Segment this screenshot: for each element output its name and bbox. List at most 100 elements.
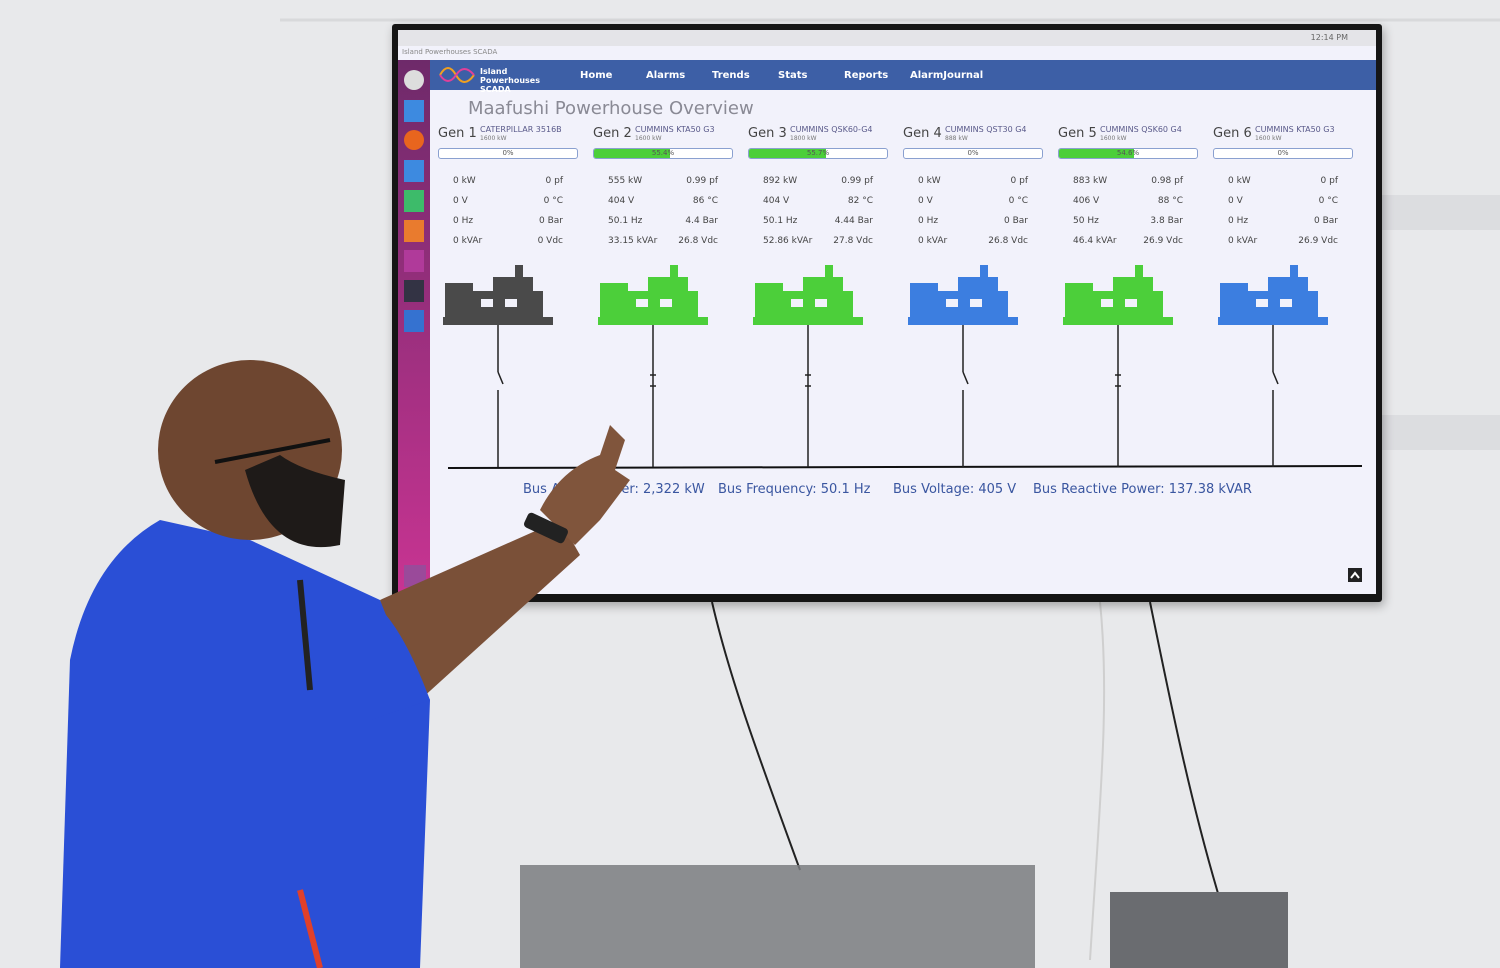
generator-icon (908, 265, 1018, 325)
page-title: Maafushi Powerhouse Overview (468, 98, 754, 119)
generator-name: Gen 4 (903, 126, 942, 141)
nav-item[interactable]: Alarms (646, 70, 686, 81)
generator-model: CUMMINS KTA50 G3 (1255, 125, 1335, 134)
icon-hole (815, 299, 827, 307)
reading: 404 V (608, 196, 635, 206)
icon-body (670, 265, 678, 279)
icon-hole (481, 299, 493, 307)
nav-item[interactable]: Reports (844, 70, 889, 81)
load-bar: 55.7% (748, 148, 888, 159)
reading: 555 kW (608, 176, 643, 186)
generator-rating: 1600 kW (1100, 135, 1127, 142)
reading: 26.9 Vdc (1298, 236, 1338, 246)
generator-rating: 888 kW (945, 135, 968, 142)
load-bar: 0% (1213, 148, 1353, 159)
generator-name: Gen 5 (1058, 126, 1097, 141)
dock-icon[interactable] (404, 190, 424, 212)
icon-body (515, 265, 523, 279)
cable (1089, 601, 1106, 961)
generator-model: CUMMINS QST30 G4 (945, 125, 1027, 134)
dock-icon[interactable] (404, 160, 424, 182)
dock-icon[interactable] (404, 70, 424, 90)
icon-hole (970, 299, 982, 307)
reading: 0.99 pf (841, 176, 873, 186)
dock-icon[interactable] (404, 280, 424, 302)
reading: 3.8 Bar (1150, 216, 1183, 226)
nav-item[interactable]: Trends (712, 70, 750, 81)
reading: 0 °C (1318, 196, 1338, 206)
dock-icon[interactable] (404, 310, 424, 332)
icon-body (980, 265, 988, 279)
reading: 4.4 Bar (685, 216, 718, 226)
reading: 0 kW (453, 176, 476, 186)
nav-item[interactable]: Stats (778, 70, 808, 81)
icon-base (598, 317, 708, 325)
reading: 883 kW (1073, 176, 1108, 186)
reading: 0 kW (1228, 176, 1251, 186)
scroll-top-button[interactable] (1348, 568, 1362, 582)
generator-icon (443, 265, 553, 325)
reading: 26.8 Vdc (988, 236, 1028, 246)
dock-icon[interactable] (404, 130, 424, 150)
load-label: 0% (967, 149, 979, 157)
icon-hole (1256, 299, 1268, 307)
reading: 46.4 kVAr (1073, 236, 1117, 246)
icon-body (1268, 277, 1308, 293)
icon-body (755, 283, 783, 317)
load-label: 55.7% (806, 149, 830, 157)
reading: 0.99 pf (686, 176, 718, 186)
icon-base (1218, 317, 1328, 325)
load-label: 55.4% (651, 149, 675, 157)
brand: Island Powerhouses SCADA (480, 67, 540, 94)
arm (380, 520, 580, 700)
icon-body (1135, 265, 1143, 279)
dock-icon[interactable] (404, 100, 424, 122)
generator-rating: 1800 kW (790, 135, 817, 142)
nav-item[interactable]: AlarmJournal (910, 70, 984, 81)
reading: 0 pf (1010, 176, 1028, 186)
lanyard (297, 579, 313, 691)
icon-base (908, 317, 1018, 325)
load-bar: 54.6% (1058, 148, 1198, 159)
icon-hole (791, 299, 803, 307)
nav-item[interactable]: Home (580, 70, 613, 81)
single-line-diagram (443, 265, 1363, 582)
wall-panel (1380, 415, 1500, 450)
reading: 0 kVAr (453, 236, 483, 246)
icon-body (493, 277, 533, 293)
cable (1149, 601, 1221, 901)
nav-bar: Island Powerhouses SCADA Home Alarms Trend… (430, 60, 1376, 94)
icon-body (1113, 277, 1153, 293)
bus-reading: Bus Voltage: 405 V (893, 482, 1017, 497)
generator-name: Gen 6 (1213, 126, 1252, 141)
dock-icon[interactable] (404, 250, 424, 272)
reading: 26.8 Vdc (678, 236, 718, 246)
reading: 0 V (1228, 196, 1243, 206)
reading: 82 °C (847, 196, 873, 206)
reading: 0 °C (543, 196, 563, 206)
scroll-top-icon (1350, 571, 1360, 579)
dock-icon[interactable] (404, 220, 424, 242)
reading: 0 Bar (1314, 216, 1338, 226)
icon-hole (505, 299, 517, 307)
generator-icon (1063, 265, 1173, 325)
icon-hole (946, 299, 958, 307)
reading: 406 V (1073, 196, 1100, 206)
icon-body (825, 265, 833, 279)
load-fill (1059, 149, 1135, 158)
apps-button[interactable] (404, 565, 426, 587)
reading: 0 pf (545, 176, 563, 186)
generator-model: CATERPILLAR 3516B (480, 125, 562, 134)
sleeve (370, 600, 430, 720)
logo (439, 67, 475, 83)
beard (245, 455, 345, 548)
load-bar: 0% (903, 148, 1043, 159)
reading: 33.15 kVAr (608, 236, 658, 246)
generator-rating: 1600 kW (1255, 135, 1282, 142)
reading: 892 kW (763, 176, 798, 186)
load-label: 0% (502, 149, 514, 157)
generator-rating: 1600 kW (480, 135, 507, 142)
icon-body (958, 277, 998, 293)
dock (398, 60, 430, 594)
generator-name: Gen 3 (748, 126, 787, 141)
